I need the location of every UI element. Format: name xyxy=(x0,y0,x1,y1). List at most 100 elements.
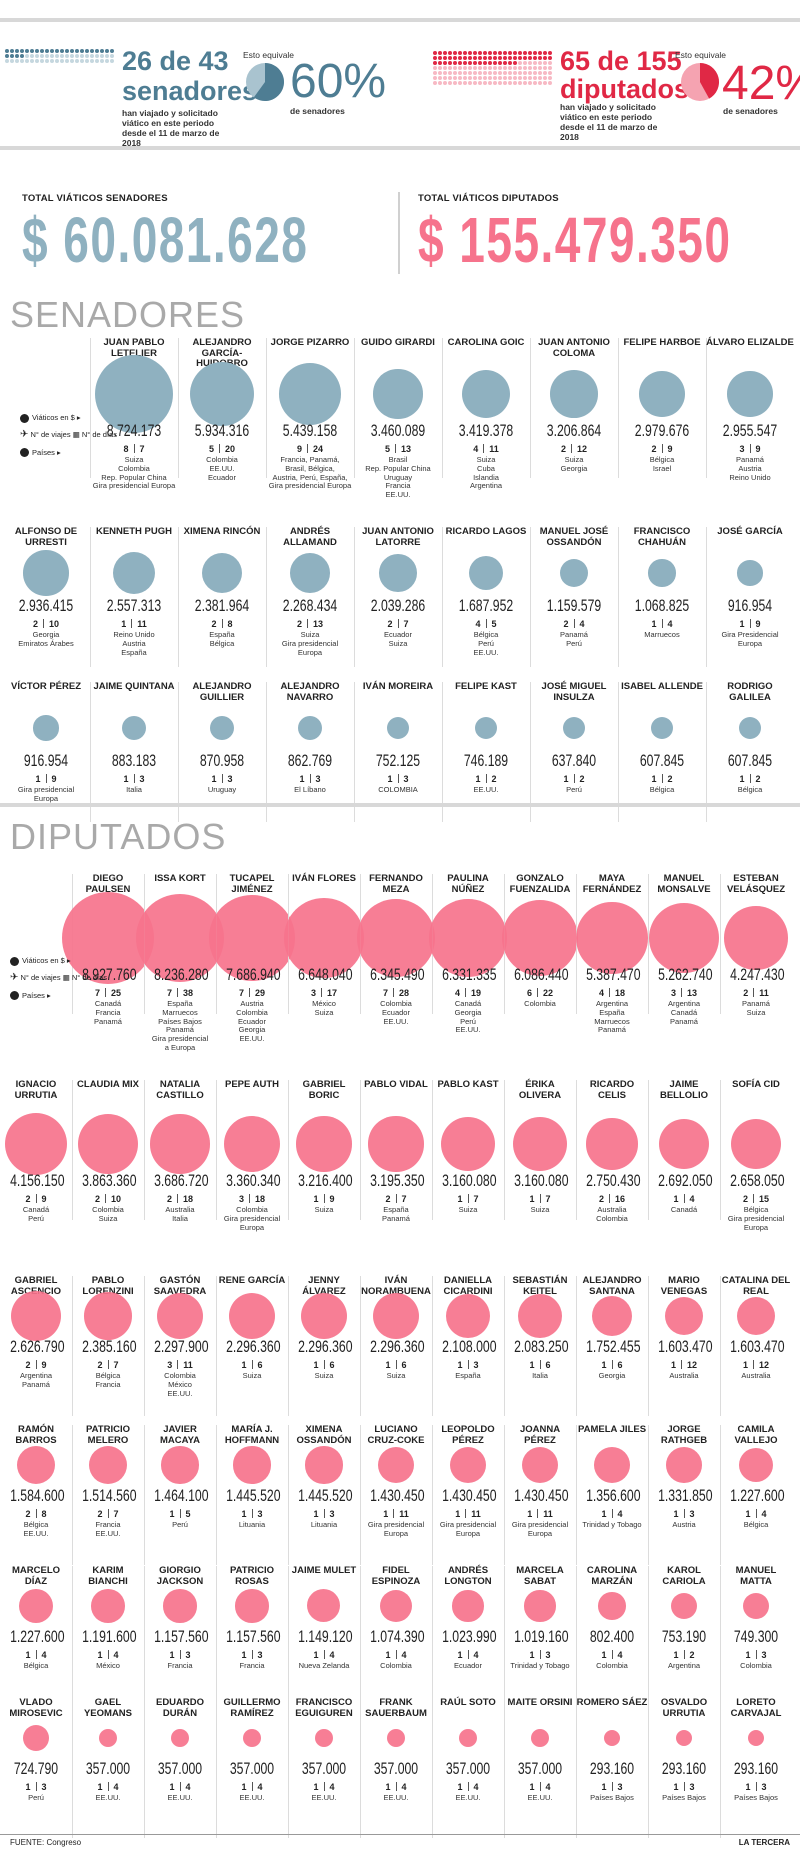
days-count: 18 xyxy=(615,988,626,998)
amount-label: 1.019.160 xyxy=(514,1627,569,1646)
amount-bubble xyxy=(296,1116,352,1172)
politician-cell: Marcelo Díaz 1.227.600 1 4 Bélgica xyxy=(0,1565,72,1716)
countries-list: Bélgica Perú EE.UU. xyxy=(473,630,499,657)
count-dot xyxy=(533,61,537,65)
count-dot xyxy=(90,59,94,63)
column-divider xyxy=(648,874,649,1014)
countries-list: Bélgica xyxy=(737,785,763,794)
count-dot xyxy=(75,49,79,53)
count-dot xyxy=(548,51,552,55)
politician-cell: Juan Antonio Latorre 2.039.286 2 7 Ecuador S… xyxy=(354,526,442,677)
amount-bubble xyxy=(429,899,507,977)
totals-divider xyxy=(398,192,400,274)
count-dot xyxy=(488,76,492,80)
politician-cell: Patricio Rosas 1.157.560 1 3 Francia xyxy=(216,1565,288,1716)
separator xyxy=(749,619,751,628)
count-dot xyxy=(543,81,547,85)
trips-days: 1 11 xyxy=(432,1509,504,1519)
amount-bubble xyxy=(440,1116,496,1172)
trips-count: 1 xyxy=(169,1782,175,1792)
trips-count: 1 xyxy=(383,1509,389,1519)
amount-label: 4.247.430 xyxy=(730,965,785,984)
countries-list: Perú xyxy=(172,1520,188,1529)
count-dot xyxy=(528,56,532,60)
count-dot xyxy=(50,49,54,53)
amount-label: 607.845 xyxy=(727,751,773,770)
amount-label: 1.157.560 xyxy=(226,1627,281,1646)
count-dot xyxy=(523,66,527,70)
count-dot xyxy=(493,71,497,75)
amount-label: 3.460.089 xyxy=(370,421,426,440)
trips-count: 1 xyxy=(739,619,745,629)
column-divider xyxy=(530,682,531,822)
column-divider xyxy=(648,1698,649,1838)
count-dot xyxy=(90,49,94,53)
politician-cell: Sofía Cid 2.658.050 2 15 Bélgica Gira presid… xyxy=(720,1079,792,1231)
amount-label: 5.387.470 xyxy=(586,965,641,984)
count-dot xyxy=(60,59,64,63)
count-dot xyxy=(473,81,477,85)
amount-label: 357.000 xyxy=(445,1759,491,1778)
amount-label: 1.157.560 xyxy=(154,1627,209,1646)
amount-bubble xyxy=(449,1446,487,1484)
count-dot xyxy=(40,59,44,63)
amount-label: 1.074.390 xyxy=(370,1627,425,1646)
count-dot xyxy=(513,81,517,85)
count-dot xyxy=(543,56,547,60)
count-dot xyxy=(70,54,74,58)
politician-name: Juan Pablo Letelier xyxy=(103,337,165,359)
amount-bubble xyxy=(738,1447,774,1483)
politician-cell: Alejandro García-Huidobro5.934.316520Col… xyxy=(178,337,266,488)
amount-label: 357.000 xyxy=(229,1759,275,1778)
politician-cell: Diego Paulsen 8.927.760 7 25 Canadá Francia … xyxy=(62,873,154,1026)
amount-bubble xyxy=(474,716,498,740)
column-divider xyxy=(178,682,179,822)
countries-list: Perú xyxy=(28,1793,44,1802)
separator xyxy=(749,444,751,453)
count-dot xyxy=(10,49,14,53)
politician-name: Pablo Lorenzini xyxy=(82,1275,134,1297)
count-dot xyxy=(5,49,9,53)
column-divider xyxy=(178,338,179,478)
trips-count: 1 xyxy=(455,1509,461,1519)
days-count: 8 xyxy=(41,1509,47,1519)
count-dot xyxy=(528,81,532,85)
days-count: 6 xyxy=(329,1360,335,1370)
amount-bubble xyxy=(357,899,435,977)
amount-bubble xyxy=(189,361,255,427)
politician-cell: Javier Macaya 1.464.100 1 5 Perú xyxy=(144,1424,216,1575)
countries-list: Panamá Perú xyxy=(560,630,588,648)
politician-name: José García xyxy=(717,526,783,537)
legend-countries-label: Países xyxy=(22,990,45,1000)
amount-label: 753.190 xyxy=(661,1627,707,1646)
amount-label: 2.979.676 xyxy=(634,421,690,440)
amount-bubble xyxy=(594,1447,630,1483)
count-dot xyxy=(493,66,497,70)
politician-cell: Manuel Matta 749.300 1 3 Colombia xyxy=(720,1565,792,1716)
countries-list: Suiza Georgia xyxy=(560,455,588,473)
amount-bubble xyxy=(639,371,685,417)
column-divider xyxy=(720,1566,721,1706)
column-divider xyxy=(354,338,355,478)
separator xyxy=(35,1782,37,1791)
column-divider xyxy=(72,1566,73,1706)
politician-name: Juan Antonio Coloma xyxy=(538,337,610,359)
trips-count: 2 xyxy=(211,619,217,629)
trips-count: 2 xyxy=(97,1509,103,1519)
days-count: 6 xyxy=(401,1360,407,1370)
count-dot xyxy=(65,49,69,53)
trips-count: 2 xyxy=(651,444,657,454)
amount-label: 1.430.450 xyxy=(514,1486,569,1505)
politician-cell: Joanna Pérez 1.430.450 1 11 Gira presidencia… xyxy=(504,1424,576,1575)
countries-list: España xyxy=(455,1371,481,1380)
trips-count: 1 xyxy=(601,1509,607,1519)
days-count: 4 xyxy=(667,619,673,629)
politician-name: Frank Sauerbaum xyxy=(365,1697,427,1719)
trips-count: 1 xyxy=(529,1782,535,1792)
